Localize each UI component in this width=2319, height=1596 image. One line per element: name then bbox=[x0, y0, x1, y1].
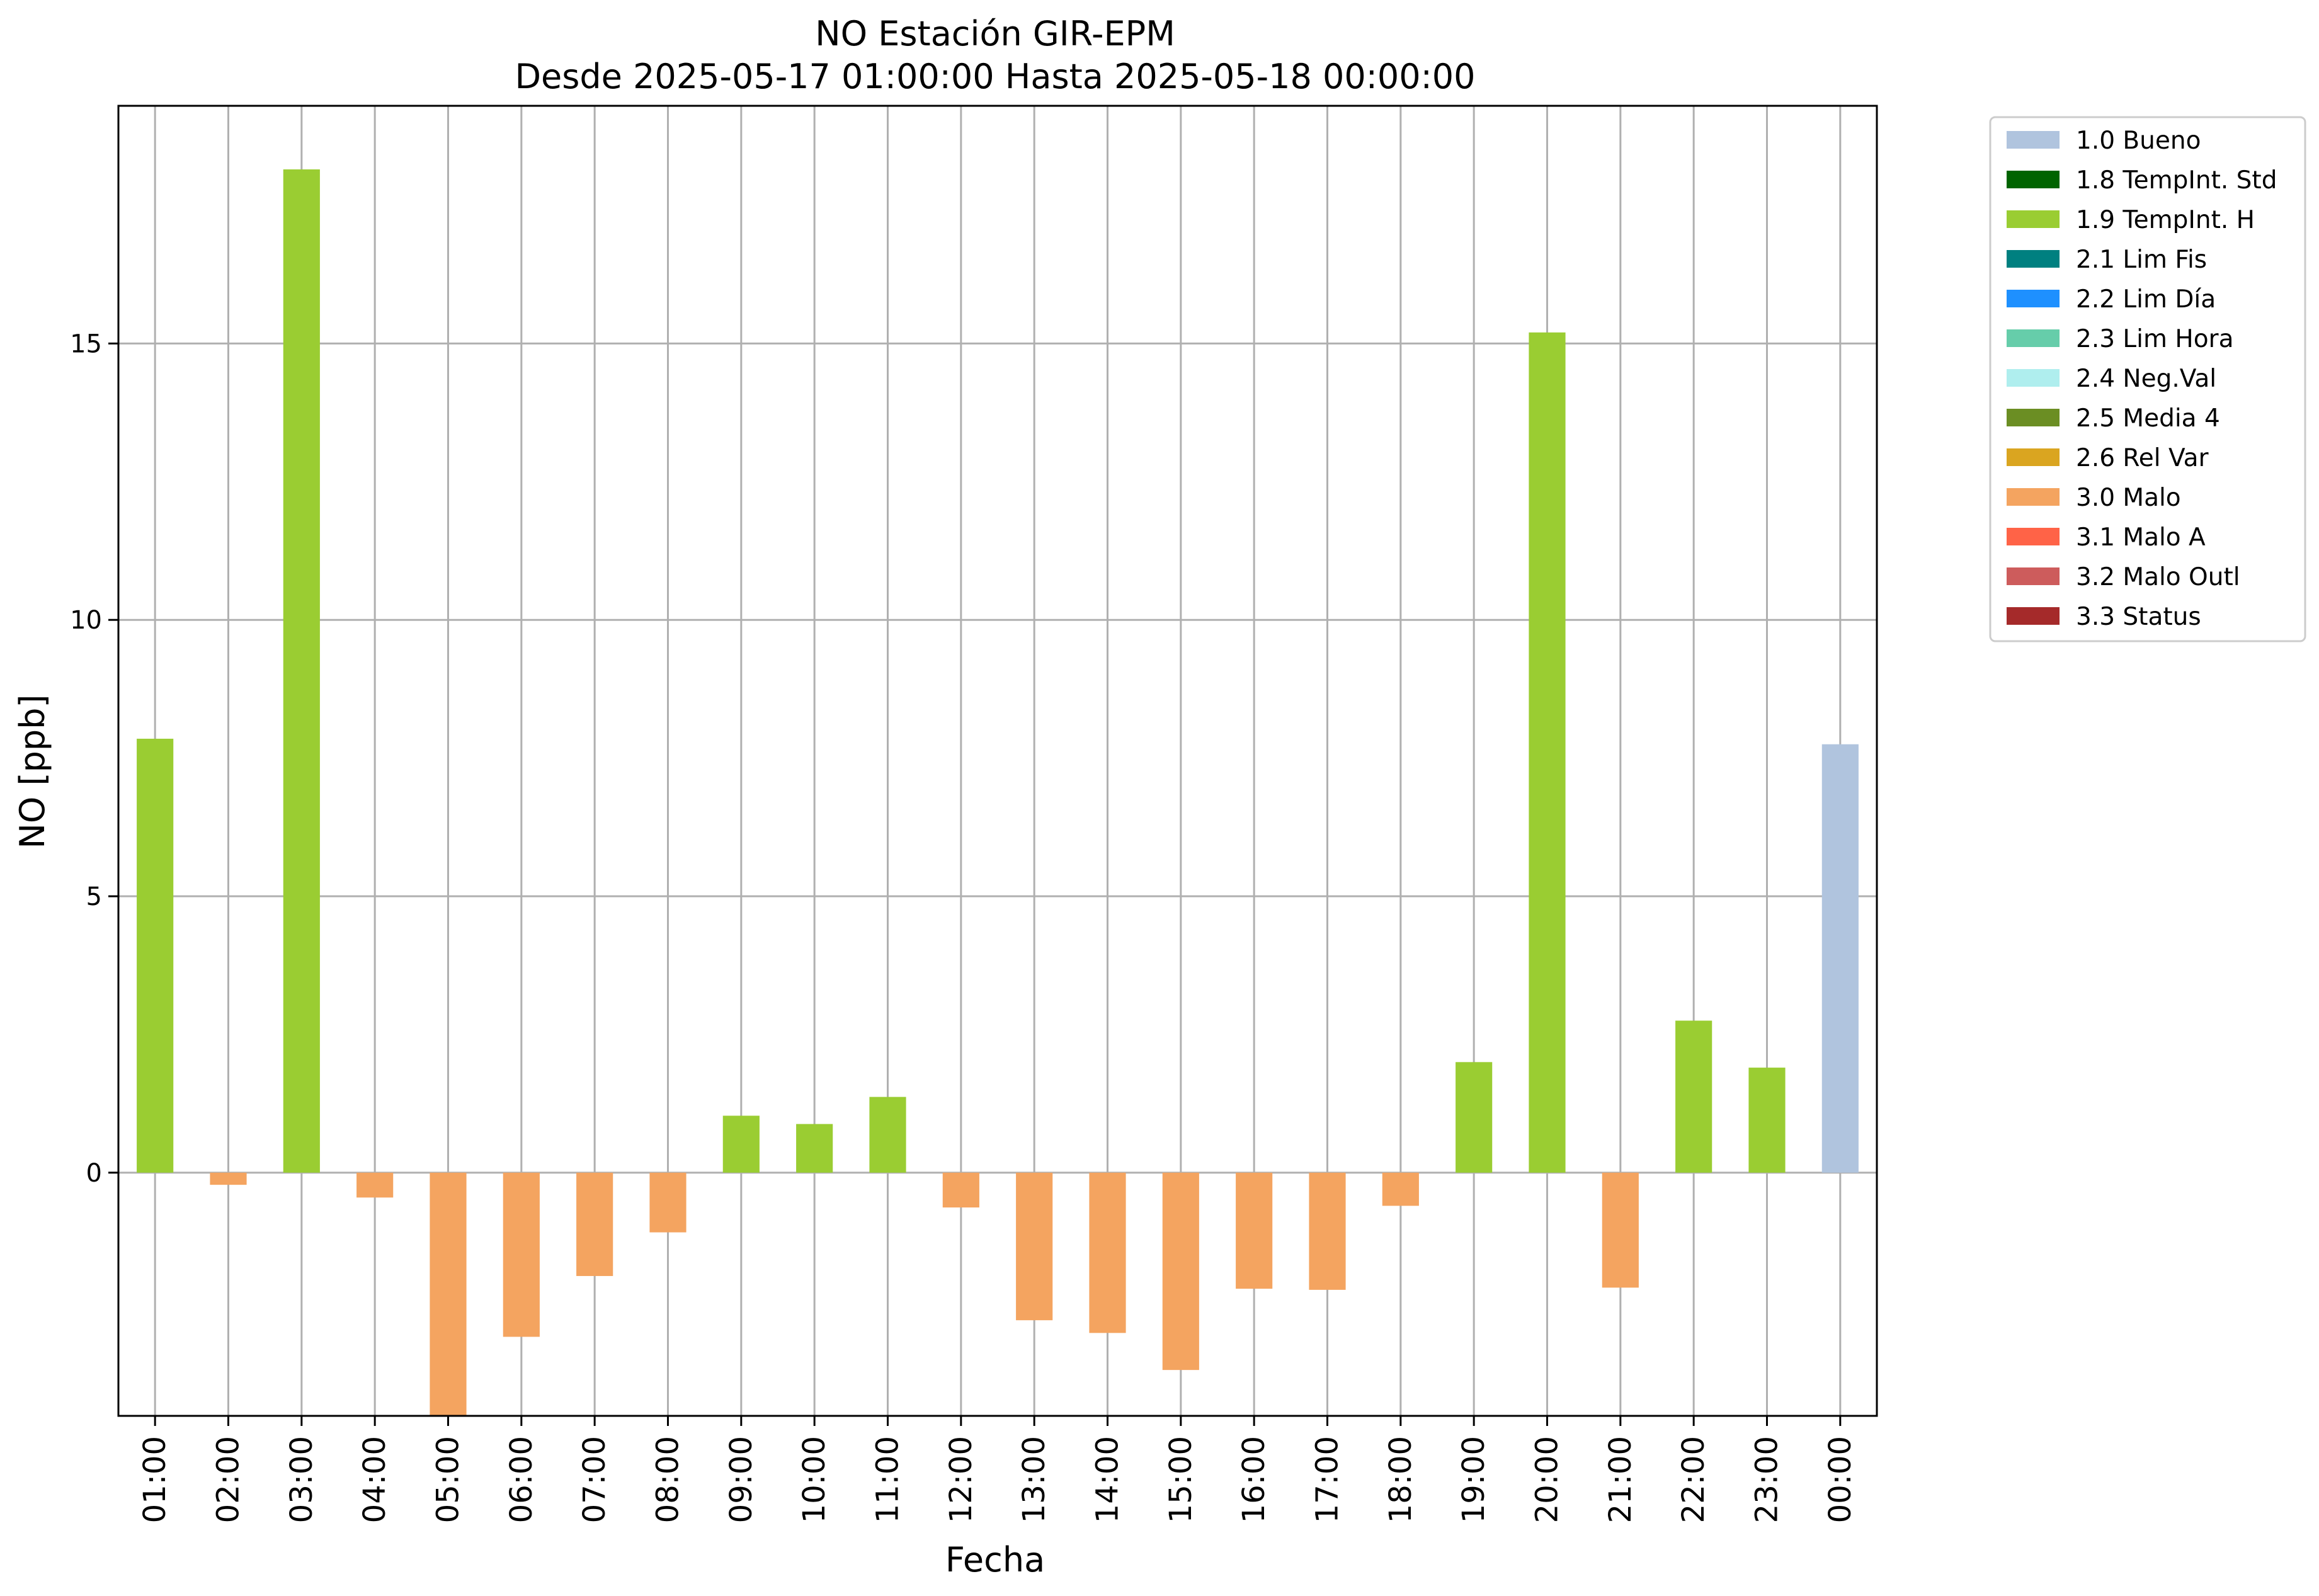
legend-swatch bbox=[2007, 131, 2060, 149]
y-tick-label: 15 bbox=[70, 329, 102, 358]
bar-16:00 bbox=[1236, 1172, 1273, 1289]
bar-06:00 bbox=[503, 1172, 540, 1337]
legend-frame bbox=[1989, 116, 2306, 642]
x-tick-label: 12:00 bbox=[943, 1436, 979, 1523]
chart-subtitle: Desde 2025-05-17 01:00:00 Hasta 2025-05-… bbox=[515, 57, 1475, 96]
y-axis-label: NO [ppb] bbox=[13, 694, 52, 848]
x-tick-label: 05:00 bbox=[431, 1436, 466, 1523]
x-tick-label: 18:00 bbox=[1383, 1436, 1418, 1523]
bar-23:00 bbox=[1748, 1068, 1786, 1173]
bar-04:00 bbox=[356, 1172, 394, 1198]
x-tick-label: 22:00 bbox=[1676, 1436, 1711, 1523]
legend-swatch bbox=[2007, 329, 2060, 347]
bar-17:00 bbox=[1309, 1172, 1346, 1290]
legend-entry-label: 3.1 Malo A bbox=[2076, 523, 2206, 552]
y-axis-ticks: 0 5 10 15 bbox=[70, 329, 118, 1188]
x-tick-label: 06:00 bbox=[504, 1436, 539, 1523]
legend-swatch bbox=[2007, 567, 2060, 585]
x-axis-ticks: 01:00 02:00 03:00 04:00 05:00 06:00 07:00 08:00… bbox=[137, 1416, 1858, 1523]
y-tick-label: 5 bbox=[86, 882, 102, 911]
legend-entry-label: 2.3 Lim Hora bbox=[2076, 325, 2234, 353]
x-tick-label: 11:00 bbox=[870, 1436, 906, 1523]
x-tick-label: 00:00 bbox=[1823, 1436, 1858, 1523]
legend-swatch bbox=[2007, 488, 2060, 506]
legend-swatch bbox=[2007, 290, 2060, 307]
bar-14:00 bbox=[1089, 1172, 1126, 1333]
x-tick-label: 17:00 bbox=[1310, 1436, 1345, 1523]
legend-entry-label: 1.8 TempInt. Std bbox=[2076, 166, 2277, 195]
bar-21:00 bbox=[1602, 1172, 1639, 1288]
bar-22:00 bbox=[1675, 1020, 1712, 1173]
legend-entry-label: 2.1 Lim Fis bbox=[2076, 246, 2207, 274]
bar-15:00 bbox=[1162, 1172, 1199, 1371]
x-tick-label: 09:00 bbox=[724, 1436, 759, 1523]
x-tick-label: 08:00 bbox=[651, 1436, 686, 1523]
bar-05:00 bbox=[430, 1172, 467, 1416]
bar-09:00 bbox=[722, 1115, 760, 1173]
x-axis-label: Fecha bbox=[945, 1540, 1045, 1580]
bar-03:00 bbox=[283, 169, 320, 1173]
y-tick-label: 10 bbox=[70, 606, 102, 635]
x-tick-label: 23:00 bbox=[1750, 1436, 1785, 1523]
x-tick-label: 21:00 bbox=[1603, 1436, 1638, 1523]
bar-10:00 bbox=[796, 1124, 833, 1173]
bar-08:00 bbox=[649, 1172, 687, 1233]
y-tick-label: 0 bbox=[86, 1159, 102, 1188]
legend-swatch bbox=[2007, 528, 2060, 545]
bar-00:00 bbox=[1821, 744, 1859, 1173]
x-tick-label: 20:00 bbox=[1530, 1436, 1565, 1523]
legend-swatch bbox=[2007, 607, 2060, 625]
x-tick-label: 13:00 bbox=[1017, 1436, 1052, 1523]
legend-entry-label: 2.5 Media 4 bbox=[2076, 404, 2220, 433]
bar-07:00 bbox=[576, 1172, 613, 1276]
x-tick-label: 16:00 bbox=[1236, 1436, 1272, 1523]
legend-swatch bbox=[2007, 171, 2060, 188]
bar-02:00 bbox=[210, 1172, 247, 1185]
legend-entry-label: 2.6 Rel Var bbox=[2076, 444, 2209, 472]
legend-entry-label: 3.3 Status bbox=[2076, 603, 2201, 631]
x-tick-label: 04:00 bbox=[357, 1436, 392, 1523]
chart-title: NO Estación GIR-EPM bbox=[815, 14, 1175, 54]
bar-20:00 bbox=[1529, 332, 1566, 1173]
legend-entry-label: 3.0 Malo bbox=[2076, 484, 2181, 512]
legend-entry-label: 1.0 Bueno bbox=[2076, 127, 2201, 155]
x-tick-label: 03:00 bbox=[284, 1436, 319, 1523]
bar-11:00 bbox=[869, 1097, 906, 1173]
legend-swatch bbox=[2007, 409, 2060, 426]
legend-swatch bbox=[2007, 369, 2060, 387]
bar-19:00 bbox=[1456, 1062, 1493, 1173]
bars bbox=[137, 169, 1859, 1416]
bar-13:00 bbox=[1016, 1172, 1053, 1321]
legend-entry-label: 2.2 Lim Día bbox=[2076, 285, 2216, 314]
x-tick-label: 02:00 bbox=[211, 1436, 246, 1523]
legend-entry-label: 2.4 Neg.Val bbox=[2076, 365, 2216, 393]
plot-area-frame bbox=[117, 105, 1878, 1417]
x-tick-label: 01:00 bbox=[137, 1436, 173, 1523]
legend-swatch bbox=[2007, 448, 2060, 466]
bar-18:00 bbox=[1382, 1172, 1419, 1206]
x-tick-label: 14:00 bbox=[1090, 1436, 1125, 1523]
legend-entry-label: 3.2 Malo Outl bbox=[2076, 563, 2240, 591]
x-tick-label: 19:00 bbox=[1456, 1436, 1491, 1523]
x-tick-label: 10:00 bbox=[797, 1436, 832, 1523]
legend-swatch bbox=[2007, 250, 2060, 268]
x-tick-label: 07:00 bbox=[577, 1436, 612, 1523]
legend: 1.0 Bueno 1.8 TempInt. Std 1.9 TempInt. H 2… bbox=[1989, 116, 2306, 642]
bar-01:00 bbox=[137, 738, 174, 1173]
x-tick-label: 15:00 bbox=[1163, 1436, 1199, 1523]
bar-12:00 bbox=[942, 1172, 979, 1208]
legend-entry-label: 1.9 TempInt. H bbox=[2076, 206, 2255, 234]
legend-swatch bbox=[2007, 210, 2060, 228]
